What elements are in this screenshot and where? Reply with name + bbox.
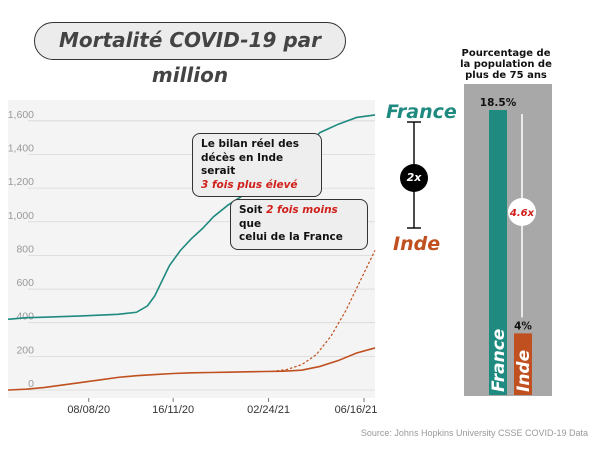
annotation-line: celui de la France — [239, 231, 343, 243]
series-line-inde — [7, 347, 376, 391]
bar-france — [489, 110, 507, 395]
y-tick-label: 1,600 — [8, 109, 34, 121]
x-tick-label: 02/24/21 — [247, 404, 290, 416]
annotation-highlight: 3 fois plus élevé — [201, 178, 298, 191]
bar-france-name: France — [489, 329, 509, 392]
bar-france-value: 18.5% — [480, 97, 517, 109]
x-tick-label: 16/11/20 — [152, 404, 194, 416]
annotation-half: Soit 2 fois moins que celui de la France — [230, 199, 368, 250]
y-tick-label: 1,200 — [8, 176, 34, 188]
annotation-text: que — [239, 217, 262, 230]
bar-title-line: Pourcentage de — [461, 48, 551, 59]
annotation-text: Soit — [239, 204, 267, 216]
ratio-badge-2x: 2x — [400, 164, 428, 192]
y-tick-label: 600 — [16, 277, 34, 289]
bar-chart-panel — [464, 84, 552, 396]
bar-title-line: plus de 75 ans — [465, 70, 547, 81]
inde-label: Inde — [393, 233, 440, 255]
y-tick-label: 200 — [16, 344, 34, 356]
y-axis: 0 200 400 600 800 1,000 1,200 1,400 1,600 — [8, 109, 34, 390]
annotation-line: décès en Inde serait — [201, 151, 284, 178]
x-tick-label: 08/08/20 — [67, 404, 110, 416]
france-label: France — [386, 101, 457, 123]
bar-title-line: la population de — [460, 59, 552, 70]
y-tick-label: 800 — [16, 243, 34, 255]
bar-inde-name: Inde — [514, 350, 534, 392]
bar-inde — [514, 333, 532, 395]
bar-chart-title: Pourcentage de la population de plus de … — [450, 48, 562, 81]
annotation-line: Le bilan réel des — [201, 138, 299, 150]
annotation-real-toll: Le bilan réel des décès en Inde serait 3… — [192, 133, 322, 197]
y-tick-label: 0 — [28, 378, 34, 390]
annotation-highlight: 2 fois moins — [266, 204, 338, 216]
y-tick-label: 1,000 — [8, 210, 34, 222]
x-axis: 08/08/20 16/11/20 02/24/21 06/16/21 — [67, 398, 377, 416]
source-note: Source: Johns Hopkins University CSSE CO… — [360, 428, 588, 438]
y-tick-label: 400 — [16, 311, 34, 323]
chart-title: Mortalité COVID-19 par million — [34, 22, 346, 87]
bar-ratio-badge — [508, 198, 536, 226]
x-tick-label: 06/16/21 — [335, 404, 378, 416]
series-line-inde-3 — [272, 250, 376, 373]
bar-ratio-label: 4.6x — [509, 208, 535, 219]
annotation-line: Soit 2 fois moins que — [239, 204, 359, 231]
bar-inde-value: 4% — [514, 320, 532, 332]
y-tick-label: 1,400 — [8, 142, 34, 154]
